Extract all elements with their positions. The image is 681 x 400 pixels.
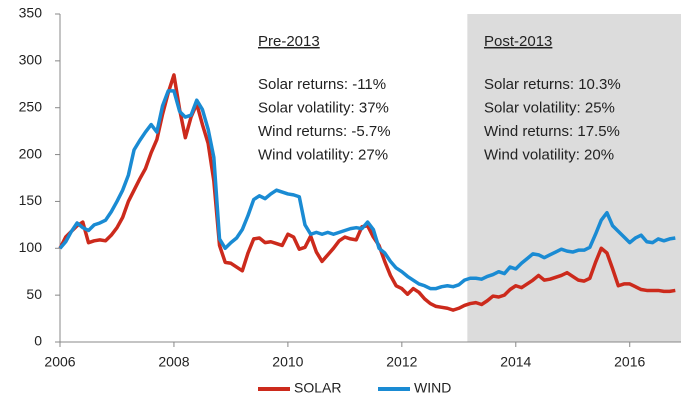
x-tick-label: 2016 [614,354,645,370]
y-tick-label: 50 [26,286,42,302]
y-tick-label: 150 [19,192,43,208]
annotation-title: Post-2013 [484,33,552,50]
series-line [58,89,676,291]
legend-label: SOLAR [294,380,341,396]
annotation-line: Wind returns: -5.7% [258,123,391,140]
legend-label: WIND [414,380,451,396]
annotation-line: Solar returns: 10.3% [484,76,621,93]
x-tick-label: 2006 [44,354,75,370]
y-tick-label: 250 [19,98,43,114]
annotation-line: Wind volatility: 20% [484,146,614,163]
x-tick-label: 2010 [272,354,303,370]
annotation-line: Solar volatility: 37% [258,99,389,116]
annotation-line: Wind returns: 17.5% [484,123,620,140]
annotation-line: Wind volatility: 27% [258,146,388,163]
series-line [58,73,676,312]
annotation-line: Solar returns: -11% [258,76,386,93]
y-tick-label: 350 [19,5,43,21]
x-tick-label: 2014 [500,354,531,370]
y-tick-label: 200 [19,145,43,161]
y-tick-label: 100 [19,239,43,255]
y-tick-label: 0 [34,333,42,349]
shaded-region [467,14,681,342]
x-tick-label: 2008 [158,354,189,370]
y-tick-label: 300 [19,52,43,68]
annotation-title: Pre-2013 [258,33,320,50]
annotation-line: Solar volatility: 25% [484,99,615,116]
x-tick-label: 2012 [386,354,417,370]
